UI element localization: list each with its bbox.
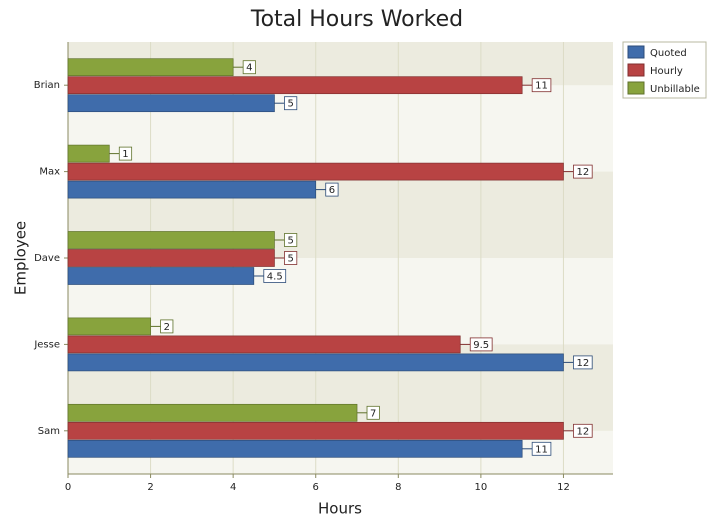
value-label-group: 12: [573, 423, 593, 438]
bar: [67, 76, 523, 95]
x-tick-label: 8: [395, 482, 401, 493]
bar: [67, 249, 275, 267]
chart-title: Total Hours Worked: [250, 7, 463, 32]
bar: [67, 439, 523, 458]
value-label-group: 5: [284, 96, 298, 111]
value-label-group: 12: [573, 355, 593, 370]
value-label-box: [118, 146, 133, 161]
bar: [67, 335, 461, 354]
value-label-box: [531, 441, 552, 456]
value-label: 9.5: [473, 340, 489, 351]
legend-swatch: [627, 45, 645, 59]
y-tick-label: Sam: [38, 426, 60, 437]
bar: [67, 267, 255, 285]
value-label-group: 5: [284, 233, 298, 247]
value-label-group: 9.5: [469, 337, 493, 352]
legend-label: Unbillable: [650, 84, 700, 95]
value-label-group: 6: [325, 182, 339, 197]
value-label: 5: [287, 236, 293, 247]
value-label-box: [469, 337, 493, 352]
bar: [67, 94, 275, 113]
y-axis-label: Employee: [12, 221, 30, 295]
x-tick-label: 6: [313, 482, 319, 493]
bar: [67, 180, 317, 199]
y-tick-label: Max: [39, 167, 60, 178]
value-label: 12: [576, 167, 589, 178]
x-tick-label: 2: [147, 482, 153, 493]
value-label: 7: [370, 408, 376, 419]
value-label-box: [284, 96, 298, 111]
value-label: 11: [535, 444, 548, 455]
value-label-group: 11: [531, 441, 552, 456]
value-label-group: 2: [160, 319, 174, 334]
value-label-box: [366, 405, 380, 420]
value-label-group: 12: [573, 164, 593, 179]
x-tick-label: 12: [557, 482, 570, 493]
bar: [67, 421, 564, 440]
y-tick-label: Brian: [34, 80, 60, 91]
x-axis-label: Hours: [318, 500, 362, 518]
value-label: 4.5: [267, 272, 283, 283]
value-label-box: [573, 164, 593, 179]
value-label-group: 4: [242, 60, 256, 75]
value-label-box: [573, 355, 593, 370]
legend-label: Quoted: [650, 48, 687, 59]
x-tick-label: 0: [65, 482, 71, 493]
value-label-box: [284, 251, 298, 265]
value-label: 1: [122, 149, 128, 160]
value-label: 12: [576, 358, 589, 369]
value-label-box: [263, 269, 287, 283]
legend-swatch: [627, 63, 645, 77]
value-label-box: [242, 60, 256, 75]
value-label-group: 5: [284, 251, 298, 265]
value-label: 5: [287, 99, 293, 110]
value-label-box: [573, 423, 593, 438]
y-tick-label: Dave: [34, 253, 60, 264]
bar: [67, 353, 564, 372]
value-label: 12: [576, 426, 589, 437]
x-tick-label: 4: [230, 482, 236, 493]
value-label: 2: [164, 322, 170, 333]
value-label-group: 11: [531, 78, 552, 93]
y-tick-label: Jesse: [33, 339, 60, 350]
bar: [67, 317, 151, 336]
bar: [67, 162, 564, 181]
bar: [67, 144, 110, 163]
value-label-box: [284, 233, 298, 247]
value-label-group: 1: [118, 146, 133, 161]
value-label: 6: [329, 185, 335, 196]
bar: [67, 403, 358, 422]
value-label-box: [325, 182, 339, 197]
value-label: 11: [535, 81, 548, 92]
value-label: 4: [246, 63, 252, 74]
legend-swatch: [627, 81, 645, 95]
value-label-box: [160, 319, 174, 334]
value-label-box: [531, 78, 552, 93]
bar: [67, 231, 275, 249]
x-tick-label: 10: [475, 482, 488, 493]
value-label-group: 4.5: [263, 269, 287, 283]
value-label-group: 7: [366, 405, 380, 420]
bar: [67, 58, 234, 77]
legend-label: Hourly: [650, 66, 683, 77]
value-label: 5: [287, 254, 293, 265]
